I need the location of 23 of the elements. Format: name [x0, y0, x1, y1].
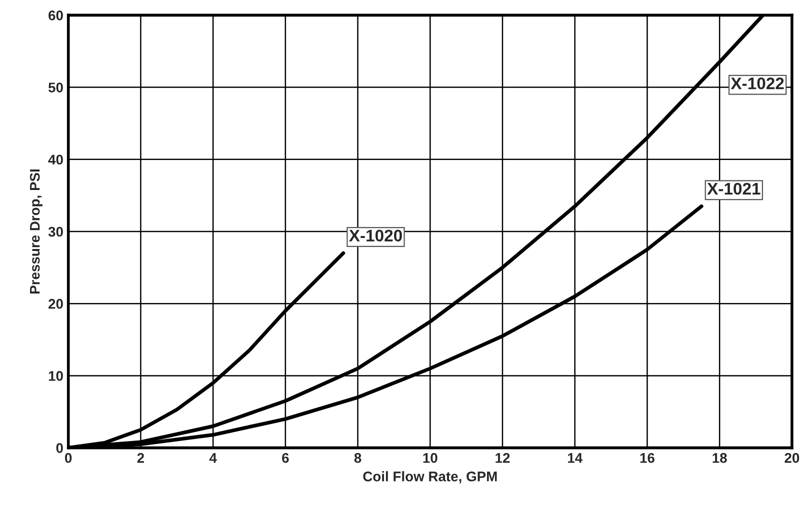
x-tick-label: 4	[209, 453, 217, 463]
y-tick-label: 0	[56, 443, 63, 453]
x-tick-label: 0	[65, 453, 72, 463]
x-tick-label: 14	[568, 453, 583, 463]
y-tick-label: 10	[48, 371, 63, 381]
y-tick-label: 50	[48, 82, 63, 92]
x-tick-label: 2	[137, 453, 144, 463]
x-tick-label: 8	[354, 453, 362, 463]
x-tick-label: 16	[640, 453, 654, 463]
series-label: X-1021	[707, 182, 760, 195]
x-tick-label: 10	[423, 453, 438, 463]
y-axis-title: Pressure Drop, PSI	[30, 170, 42, 294]
x-tick-label: 12	[496, 453, 510, 463]
y-tick-label: 30	[48, 226, 63, 237]
y-tick-label: 20	[48, 298, 63, 309]
x-tick-label: 18	[712, 453, 727, 463]
series-label: X-1022	[730, 78, 784, 90]
y-tick-label: 60	[48, 10, 63, 20]
series-label: X-1020	[349, 230, 402, 242]
y-tick-label: 40	[48, 154, 63, 165]
x-tick-label: 20	[784, 453, 800, 463]
x-tick-label: 6	[282, 453, 289, 463]
x-axis-title: Coil Flow Rate, GPM	[363, 471, 497, 484]
